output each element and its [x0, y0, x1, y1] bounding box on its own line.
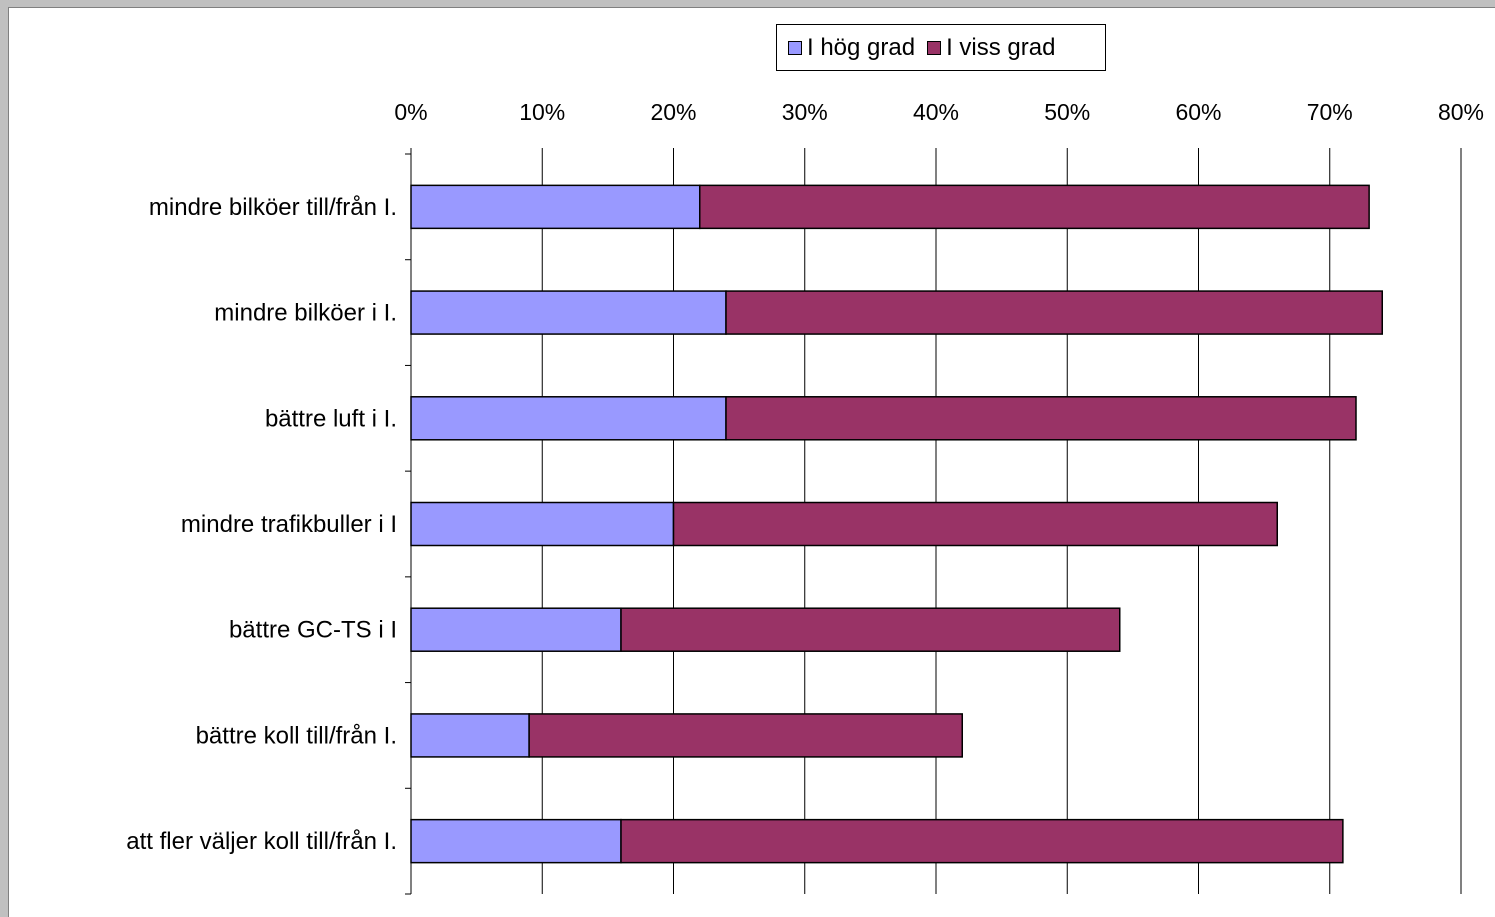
x-tick-label: 50% — [1044, 99, 1090, 125]
bars-layer — [410, 184, 1383, 864]
bar-segment-some — [699, 184, 1370, 230]
bar-chart: 0% 10% 20% 30% 40% 50% 60% 70% 80% mindre bilköer… — [126, 99, 1484, 895]
chart-legend: I hög grad I viss grad — [776, 24, 1106, 71]
bar-segment-high — [410, 184, 701, 230]
legend-swatch-some — [927, 40, 942, 55]
category-label: bättre GC-TS i I — [229, 617, 397, 644]
chart-frame: 0% 10% 20% 30% 40% 50% 60% 70% 80% mindre bilköer… — [8, 7, 1495, 917]
bar-segment-high — [410, 713, 530, 758]
bar-segment-some — [620, 818, 1344, 864]
x-tick-label: 0% — [394, 99, 427, 125]
bar-segment-some — [725, 396, 1357, 441]
legend-item-high: I hög grad — [788, 34, 915, 62]
x-tick-label: 60% — [1175, 99, 1221, 125]
x-tick-label: 80% — [1438, 99, 1484, 125]
x-tick-label: 40% — [913, 99, 959, 125]
bar-segment-high — [410, 607, 622, 652]
category-label: bättre koll till/från I. — [196, 722, 397, 749]
category-label: mindre bilköer i I. — [214, 300, 397, 327]
x-tick-label: 30% — [782, 99, 828, 125]
category-label: mindre trafikbuller i I — [181, 511, 397, 538]
bar-segment-high — [410, 818, 622, 864]
bar-segment-some — [725, 290, 1383, 335]
x-tick-label: 20% — [650, 99, 696, 125]
legend-label-some: I viss grad — [946, 33, 1056, 61]
category-label: bättre luft i I. — [265, 405, 397, 432]
labels-layer: 0% 10% 20% 30% 40% 50% 60% 70% 80% mindre bilköer… — [126, 99, 1484, 855]
bar-segment-some — [620, 607, 1121, 652]
bar-segment-some — [672, 501, 1278, 547]
category-label: mindre bilköer till/från I. — [149, 194, 397, 221]
bar-segment-high — [410, 501, 675, 547]
x-tick-label: 10% — [519, 99, 565, 125]
category-label: att fler väljer koll till/från I. — [126, 828, 397, 855]
legend-swatch-high — [788, 40, 802, 55]
x-tick-label: 70% — [1307, 99, 1353, 125]
bar-segment-some — [528, 713, 963, 758]
axis-layer — [405, 148, 1462, 895]
bar-segment-high — [410, 290, 727, 335]
legend-item-some: I viss grad — [927, 34, 1055, 62]
legend-label-high: I hög grad — [807, 33, 916, 61]
bar-segment-high — [410, 396, 727, 441]
